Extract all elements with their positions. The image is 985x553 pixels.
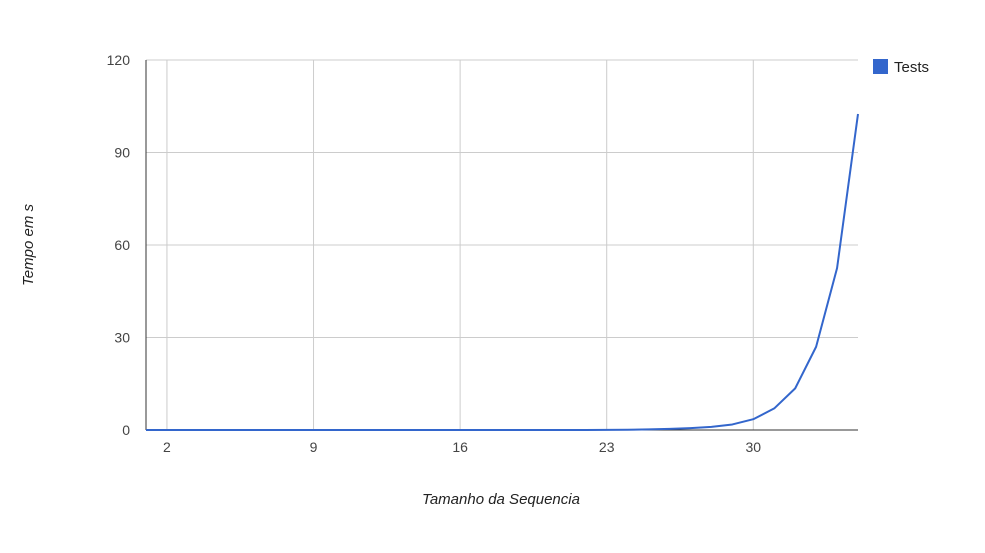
series-line-tests — [146, 113, 859, 431]
y-tick-label-120: 120 — [107, 52, 131, 68]
y-tick-label-90: 90 — [114, 145, 130, 161]
y-tick-label-60: 60 — [114, 237, 130, 253]
x-axis-ticks: 2 9 16 23 30 — [163, 439, 761, 455]
x-tick-label-2: 2 — [163, 439, 171, 455]
grid-lines — [146, 59, 858, 430]
y-tick-label-30: 30 — [114, 330, 130, 346]
x-tick-label-16: 16 — [452, 439, 468, 455]
legend: Tests — [873, 59, 929, 76]
y-axis-ticks: 0 30 60 90 120 — [107, 52, 131, 438]
y-axis-title: Tempo em s — [20, 204, 37, 286]
x-tick-label-30: 30 — [746, 439, 762, 455]
x-axis-title: Tamanho da Sequencia — [422, 491, 580, 508]
x-tick-label-9: 9 — [310, 439, 318, 455]
legend-swatch-tests — [873, 59, 888, 74]
x-tick-label-23: 23 — [599, 439, 615, 455]
y-tick-label-0: 0 — [122, 422, 130, 438]
legend-label-tests: Tests — [894, 59, 929, 76]
series-group — [146, 113, 859, 431]
